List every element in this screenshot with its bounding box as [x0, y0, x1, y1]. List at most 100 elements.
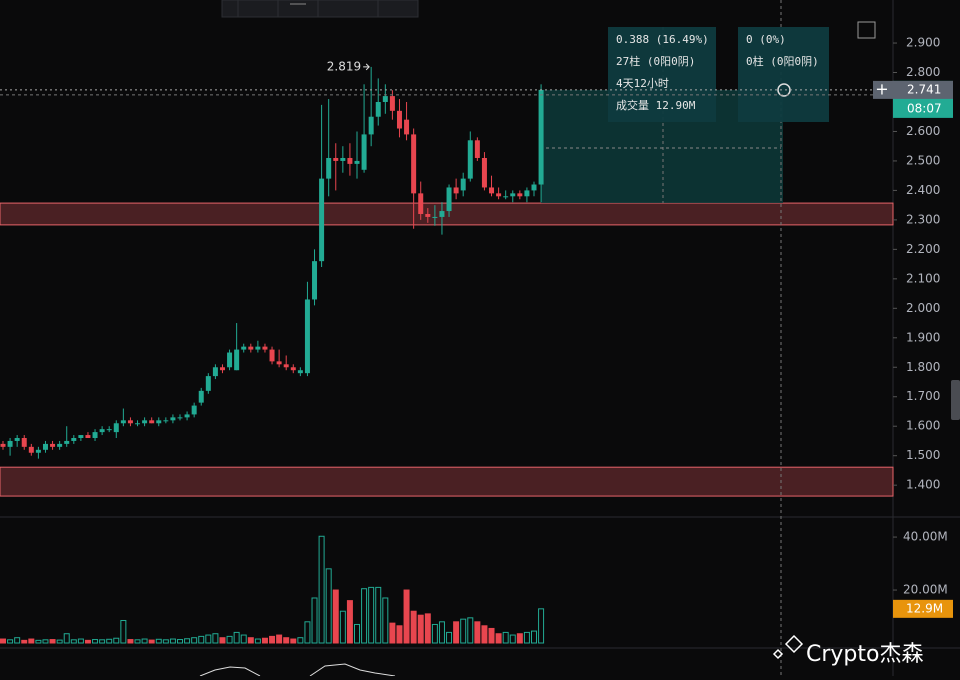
candle-body — [297, 370, 303, 374]
candle-body — [290, 367, 296, 371]
countdown: 08:07 — [907, 101, 942, 115]
candle-body — [453, 187, 459, 194]
volume-bar — [28, 638, 35, 644]
tooltip-box — [608, 27, 829, 122]
volume-bar — [382, 597, 389, 644]
last-volume-box — [893, 599, 953, 618]
candle-body — [127, 420, 133, 424]
candle-body — [255, 346, 261, 350]
volume-bar — [488, 627, 495, 644]
volume-bar — [7, 639, 14, 644]
volume-bar — [502, 631, 509, 644]
volume-bar — [219, 637, 226, 644]
y-tick-label: 1.500 — [906, 448, 940, 462]
candle-body — [382, 96, 388, 102]
measure-text: 0 (0%) — [746, 33, 786, 46]
candle-body — [262, 346, 268, 350]
last-price-label: 2.741 — [907, 82, 941, 96]
volume-bar — [162, 639, 169, 644]
candle-body — [219, 367, 225, 371]
candle-body — [191, 405, 197, 415]
volume-bar — [99, 639, 106, 644]
support-zone — [0, 466, 894, 497]
scroll-handle[interactable] — [951, 380, 960, 420]
volume-bar — [375, 586, 382, 644]
y-tick-label: 1.700 — [906, 389, 940, 403]
candle-body — [304, 299, 310, 374]
volume-bar — [304, 621, 311, 644]
volume-bar — [63, 633, 70, 644]
volume-bar — [56, 639, 63, 644]
volume-bar — [438, 621, 445, 644]
measure-text: 0.388 (16.49%) — [616, 33, 709, 46]
candle-body — [503, 196, 509, 198]
volume-bar — [205, 634, 212, 644]
y-tick-label: 1.900 — [906, 330, 940, 344]
candle-body — [21, 438, 27, 447]
expand-icon[interactable] — [857, 21, 876, 39]
volume-tick-label: 40.00M — [903, 530, 948, 544]
volume-bar — [318, 535, 325, 644]
volume-bar — [424, 613, 431, 644]
volume-bar — [269, 635, 276, 644]
candle-body — [113, 423, 119, 433]
measure-text: 0柱 (0阳0阴) — [746, 54, 819, 68]
candle-body — [283, 364, 289, 368]
volume-bar — [346, 600, 353, 644]
candle-body — [149, 420, 155, 424]
candle-body — [248, 346, 254, 350]
volume-bar — [368, 586, 375, 644]
volume-bar — [247, 637, 254, 644]
candle-body — [106, 429, 112, 431]
volume-bar — [92, 639, 99, 644]
indicator-line — [199, 663, 396, 677]
volume-bar — [84, 639, 91, 644]
volume-bar — [177, 639, 183, 644]
volume-bar — [148, 639, 155, 644]
candle-body — [28, 446, 34, 453]
volume-bar — [21, 639, 28, 644]
candle-body — [85, 435, 91, 439]
volume-bar — [339, 610, 346, 644]
candle-body — [50, 443, 56, 447]
volume-bar — [538, 608, 545, 644]
candle-body — [276, 361, 282, 365]
volume-bar — [495, 633, 502, 644]
candle-body — [375, 101, 381, 117]
candle-body — [42, 443, 48, 450]
support-zone — [0, 202, 894, 226]
volume-bar — [226, 635, 233, 644]
candle-body — [531, 184, 537, 191]
candle-body — [538, 89, 544, 185]
candle-body — [481, 157, 487, 188]
volume-bar — [254, 638, 261, 644]
candle-body — [460, 178, 466, 191]
volume-bar — [481, 625, 488, 644]
candle-body — [71, 438, 77, 441]
toolbar — [221, 0, 419, 18]
volume-bar — [531, 630, 537, 644]
volume-tick-label: 20.00M — [903, 583, 948, 597]
candle-body — [467, 140, 473, 179]
candle-body — [389, 96, 395, 111]
candle-body — [524, 190, 530, 197]
volume-bar — [283, 637, 290, 644]
y-tick-label: 2.000 — [906, 301, 940, 315]
candle-body — [198, 390, 204, 403]
volume-bar — [120, 619, 127, 644]
volume-bar — [184, 638, 191, 644]
volume-bar — [290, 638, 297, 644]
volume-bar — [113, 637, 120, 644]
volume-bar — [106, 638, 113, 644]
candle-body — [184, 414, 190, 418]
candle-body — [418, 193, 424, 214]
volume-bar — [410, 610, 417, 644]
volume-bar — [77, 638, 84, 644]
volume-bar — [325, 568, 332, 644]
volume-bar — [354, 623, 360, 644]
volume-bar — [134, 639, 141, 644]
volume-bar — [169, 638, 176, 644]
volume-bar — [431, 623, 438, 644]
volume-bar — [453, 621, 460, 644]
